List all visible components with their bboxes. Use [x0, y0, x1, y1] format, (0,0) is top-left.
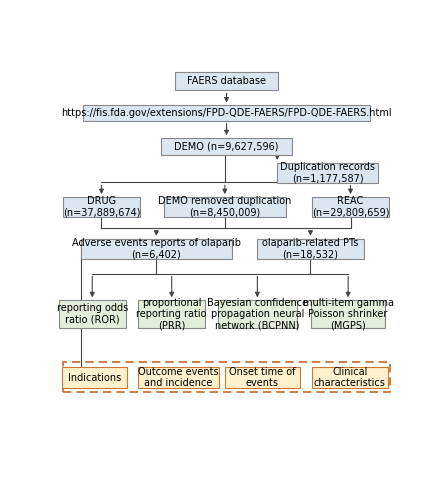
Text: FAERS database: FAERS database: [187, 76, 266, 86]
FancyBboxPatch shape: [83, 106, 370, 121]
FancyBboxPatch shape: [138, 367, 219, 388]
Text: reporting odds
ratio (ROR): reporting odds ratio (ROR): [57, 304, 128, 325]
FancyBboxPatch shape: [277, 163, 378, 183]
Text: proportional
reporting ratio
(PRR): proportional reporting ratio (PRR): [137, 298, 207, 330]
FancyBboxPatch shape: [312, 197, 389, 217]
FancyBboxPatch shape: [257, 238, 363, 258]
FancyBboxPatch shape: [59, 300, 126, 328]
FancyBboxPatch shape: [81, 238, 232, 258]
FancyBboxPatch shape: [138, 300, 205, 328]
Text: olaparib-related PTs
(n=18,532): olaparib-related PTs (n=18,532): [262, 238, 358, 260]
FancyBboxPatch shape: [218, 300, 297, 328]
Text: DEMO removed duplication
(n=8,450,009): DEMO removed duplication (n=8,450,009): [158, 196, 292, 218]
Text: Adverse events reports of olaparib
(n=6,402): Adverse events reports of olaparib (n=6,…: [72, 238, 241, 260]
Text: Bayesian confidence
propagation neural
network (BCPNN): Bayesian confidence propagation neural n…: [207, 298, 308, 330]
Text: Onset time of
events: Onset time of events: [229, 367, 296, 388]
Text: multi-item gamma
Poisson shrinker
(MGPS): multi-item gamma Poisson shrinker (MGPS): [303, 298, 394, 330]
FancyBboxPatch shape: [225, 367, 300, 388]
FancyBboxPatch shape: [62, 367, 127, 388]
Text: REAC
(n=29,809,659): REAC (n=29,809,659): [312, 196, 389, 218]
FancyBboxPatch shape: [175, 72, 278, 90]
FancyBboxPatch shape: [311, 300, 385, 328]
Text: Indications: Indications: [68, 372, 121, 382]
Text: Outcome events
and incidence: Outcome events and incidence: [138, 367, 219, 388]
Text: Duplication records
(n=1,177,587): Duplication records (n=1,177,587): [280, 162, 375, 184]
FancyBboxPatch shape: [161, 138, 292, 155]
Text: DEMO (n=9,627,596): DEMO (n=9,627,596): [174, 142, 279, 152]
FancyBboxPatch shape: [164, 197, 286, 217]
FancyBboxPatch shape: [312, 367, 388, 388]
Text: https://fis.fda.gov/extensions/FPD-QDE-FAERS/FPD-QDE-FAERS.html: https://fis.fda.gov/extensions/FPD-QDE-F…: [61, 108, 392, 118]
Text: Clinical
characteristics: Clinical characteristics: [314, 367, 386, 388]
Text: DRUG
(n=37,889,674): DRUG (n=37,889,674): [63, 196, 140, 218]
FancyBboxPatch shape: [63, 197, 140, 217]
